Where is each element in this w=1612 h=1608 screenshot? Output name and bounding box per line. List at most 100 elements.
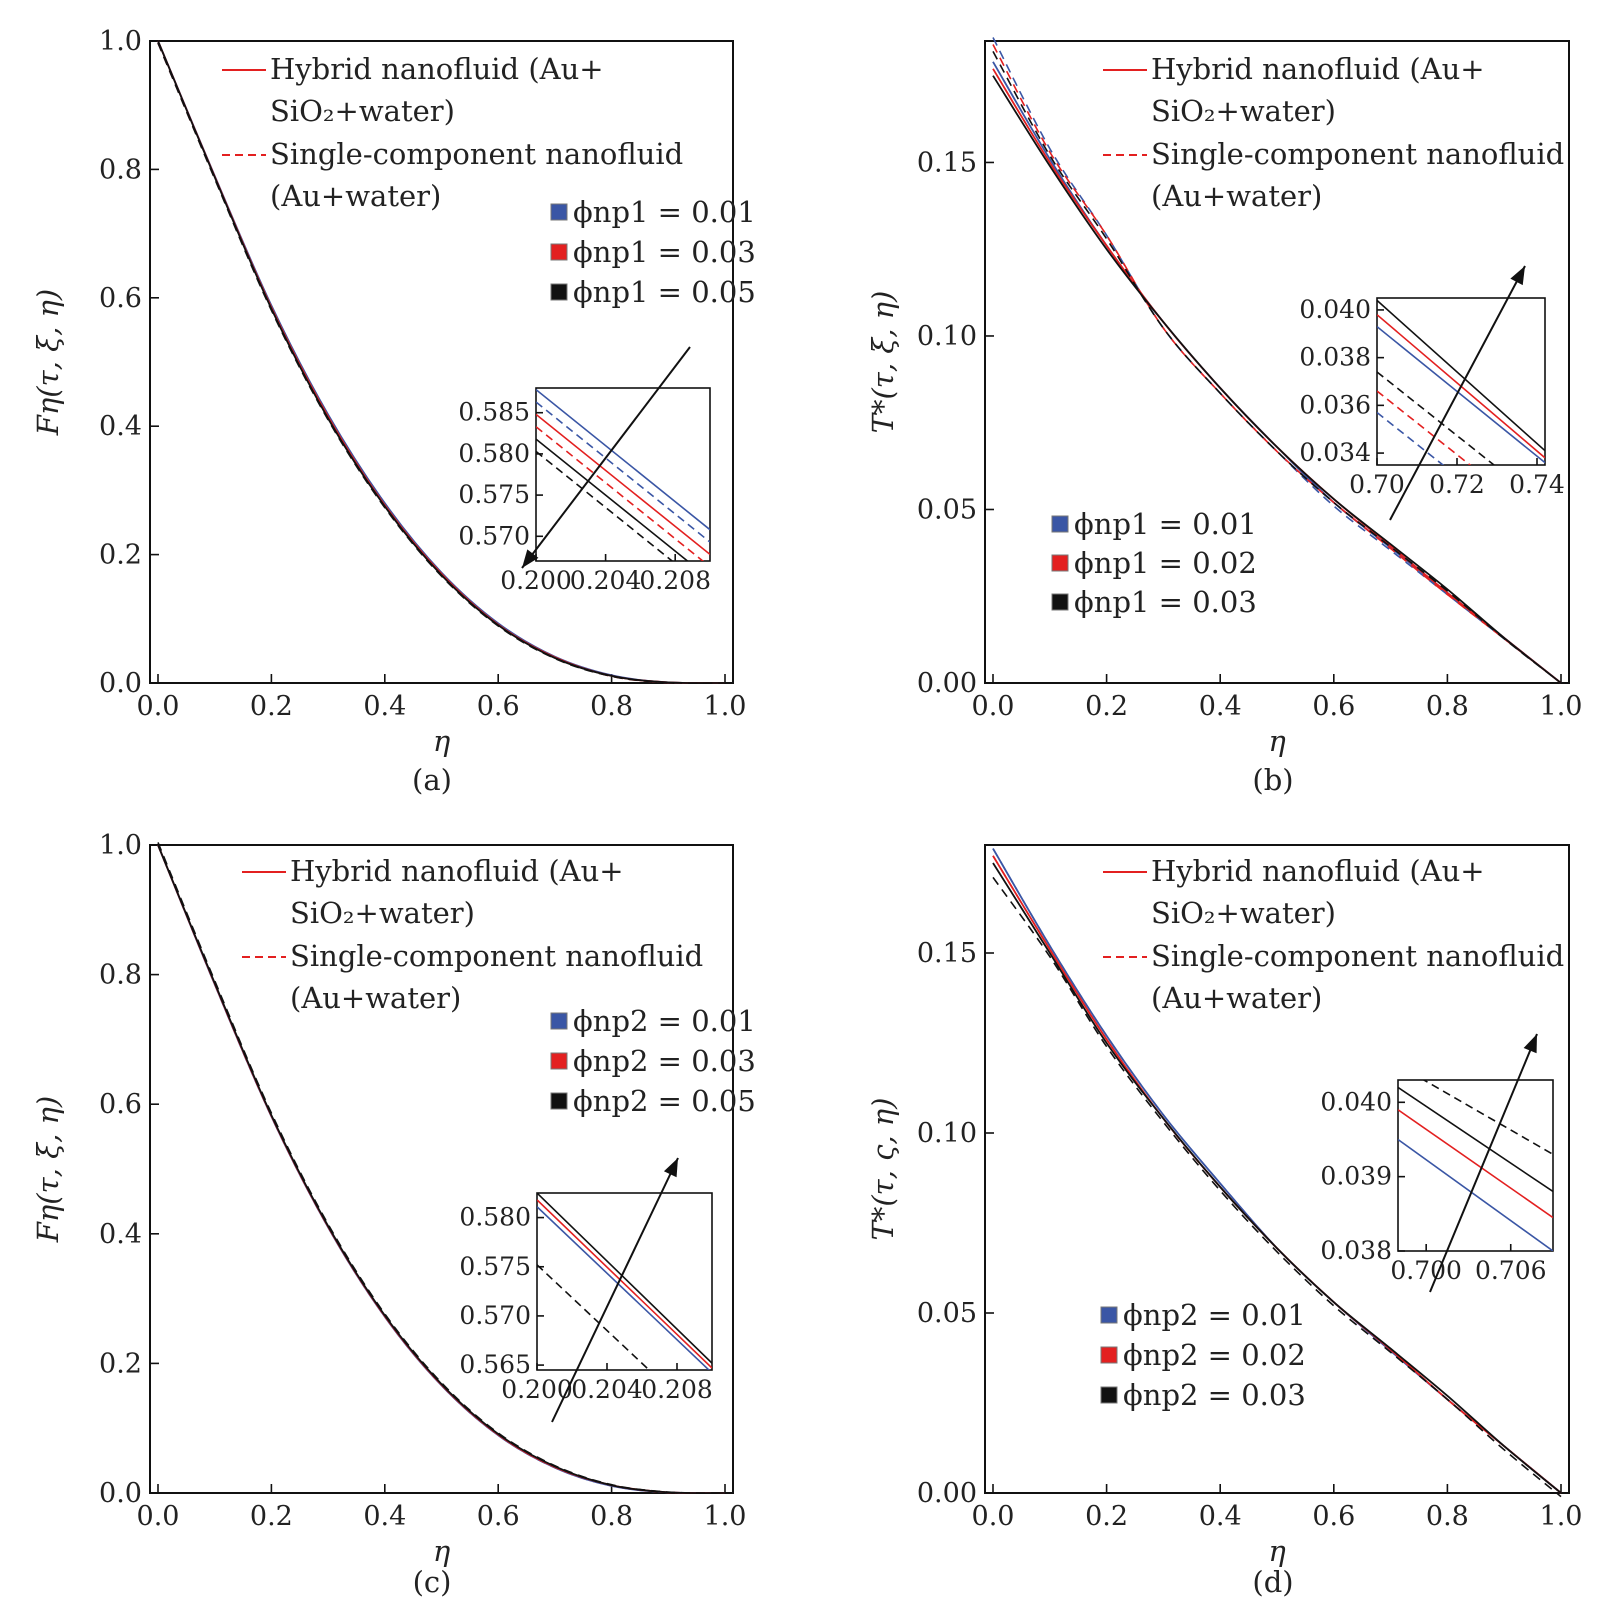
legend-hybrid-text-2: SiO₂+water) (1151, 94, 1336, 128)
legend-entry-1: ϕnp2 = 0.01 (1123, 1298, 1306, 1332)
inset-line-6 (536, 450, 674, 561)
x-tick-label: 0.8 (1426, 1501, 1469, 1532)
inset-x-tick-label: 0.208 (641, 1375, 713, 1404)
legend-entry-2: ϕnp2 = 0.02 (1123, 1338, 1306, 1372)
inset-line-1 (537, 1193, 712, 1364)
inset-x-tick-label: 0.700 (1390, 1256, 1462, 1285)
inset-line-2 (1398, 1086, 1553, 1193)
y-tick-label: 0.15 (917, 938, 977, 969)
series-line-3 (992, 862, 1562, 1494)
legend-single-text: Single-component nanofluid (1151, 137, 1564, 171)
legend-swatch-1 (1100, 1306, 1118, 1324)
x-axis-label: η (1268, 1534, 1286, 1568)
y-tick-label: 0.4 (99, 411, 142, 442)
x-tick-label: 0.8 (590, 691, 633, 722)
inset-y-tick-label: 0.585 (458, 398, 530, 427)
trend-arrow-shaft (551, 1157, 679, 1423)
y-tick-label: 0.4 (99, 1219, 142, 1250)
inset-y-tick-label: 0.575 (458, 480, 530, 509)
inset-y-tick-label: 0.580 (459, 1203, 531, 1232)
inset-line-3 (1377, 326, 1545, 464)
inset-line-1 (1377, 299, 1545, 452)
legend-hybrid-text-2: SiO₂+water) (290, 896, 475, 930)
trend-arrow-head (663, 1158, 678, 1178)
y-axis-label: T*(τ, ς, η) (866, 1097, 900, 1240)
x-tick-label: 1.0 (704, 691, 747, 722)
legend-single-text: Single-component nanofluid (290, 939, 703, 973)
legend-hybrid-text-2: SiO₂+water) (1151, 896, 1336, 930)
inset-frame (535, 387, 711, 562)
x-tick-label: 0.8 (1426, 691, 1469, 722)
x-tick-label: 0.2 (1085, 1501, 1128, 1532)
y-axis-label: T*(τ, ξ, η) (866, 291, 900, 434)
legend-entry-3: ϕnp1 = 0.05 (573, 275, 756, 309)
inset-x-tick-label: 0.204 (571, 1375, 643, 1404)
legend-swatch-3 (1051, 593, 1069, 611)
panel-caption: (c) (413, 1565, 452, 1599)
legend-entry-1: ϕnp2 = 0.01 (573, 1004, 756, 1038)
inset: 0.700 0.706 0.038 0.039 0.040 (1320, 1079, 1554, 1285)
x-tick-label: 1.0 (1540, 691, 1583, 722)
inset-y-tick-label: 0.038 (1320, 1236, 1392, 1265)
inset-y-tick-label: 0.040 (1320, 1087, 1392, 1116)
inset-y-tick-label: 0.040 (1299, 295, 1371, 324)
legend-hybrid-text: Hybrid nanofluid (Au+ (270, 52, 604, 86)
inset-y-tick-label: 0.565 (459, 1350, 531, 1379)
legend-hybrid-text: Hybrid nanofluid (Au+ (1151, 854, 1485, 888)
legend-swatch-3 (550, 1092, 568, 1110)
inset-x-tick-label: 0.204 (570, 566, 642, 595)
x-tick-label: 0.6 (477, 1501, 520, 1532)
legend-swatch-2 (550, 1052, 568, 1070)
trend-arrow-shaft (1389, 265, 1526, 521)
legend-swatch-2 (1100, 1346, 1118, 1364)
y-tick-label: 1.0 (99, 830, 142, 861)
x-tick-label: 0.2 (250, 1501, 293, 1532)
y-tick-label: 1.0 (99, 26, 142, 57)
y-tick-label: 0.10 (917, 321, 977, 352)
x-tick-label: 0.0 (137, 691, 180, 722)
inset-line-3 (536, 413, 710, 556)
trend-arrow-shaft (1429, 1033, 1538, 1293)
legend-swatch-1 (1051, 515, 1069, 533)
legend-swatch-1 (550, 203, 568, 221)
inset-line-5 (536, 438, 689, 561)
y-tick-label: 0.6 (99, 283, 142, 314)
legend-swatch-2 (550, 243, 568, 261)
inset-y-tick-label: 0.036 (1299, 390, 1371, 419)
y-tick-label: 0.10 (917, 1118, 977, 1149)
legend-hybrid-text-2: SiO₂+water) (270, 94, 455, 128)
y-tick-label: 0.05 (917, 1298, 977, 1329)
legend-entry-1: ϕnp1 = 0.01 (573, 195, 756, 229)
legend-single-text-2: (Au+water) (290, 981, 461, 1015)
inset-line-4 (1377, 371, 1496, 465)
y-tick-label: 0.00 (917, 668, 977, 699)
x-tick-label: 0.4 (1199, 691, 1242, 722)
trend-arrow-shaft (521, 346, 691, 569)
y-axis-label: Fη(τ, ξ, η) (31, 289, 65, 436)
legend-entry-1: ϕnp1 = 0.01 (1074, 507, 1257, 541)
y-tick-label: 0.0 (99, 668, 142, 699)
legend-single-text: Single-component nanofluid (270, 137, 683, 171)
inset-line-4 (537, 1264, 651, 1370)
inset-y-tick-label: 0.038 (1299, 343, 1371, 372)
x-tick-label: 0.0 (137, 1501, 180, 1532)
trend-arrow-head (1510, 266, 1525, 286)
inset-line-4 (536, 426, 705, 561)
inset-x-tick-label: 0.74 (1509, 470, 1565, 499)
x-tick-label: 0.6 (477, 691, 520, 722)
inset-y-tick-label: 0.570 (459, 1301, 531, 1330)
panel-a: 0.0 0.2 0.4 0.6 0.8 1.0 0.0 0.2 0.4 0.6 0.8 1.0 η Fη(… (31, 26, 756, 797)
legend-entry-3: ϕnp2 = 0.03 (1123, 1378, 1306, 1412)
y-tick-label: 0.8 (99, 154, 142, 185)
series-line-3 (992, 75, 1562, 684)
inset-x-tick-label: 0.706 (1475, 1256, 1547, 1285)
x-tick-label: 0.4 (1199, 1501, 1242, 1532)
y-tick-label: 0.0 (99, 1478, 142, 1509)
x-tick-label: 0.8 (590, 1501, 633, 1532)
legend-hybrid-text: Hybrid nanofluid (Au+ (290, 854, 624, 888)
panel-d: 0.0 0.2 0.4 0.6 0.8 1.0 0.00 0.05 0.10 0.15 η T*(τ,… (866, 844, 1582, 1599)
x-tick-label: 0.0 (972, 1501, 1015, 1532)
